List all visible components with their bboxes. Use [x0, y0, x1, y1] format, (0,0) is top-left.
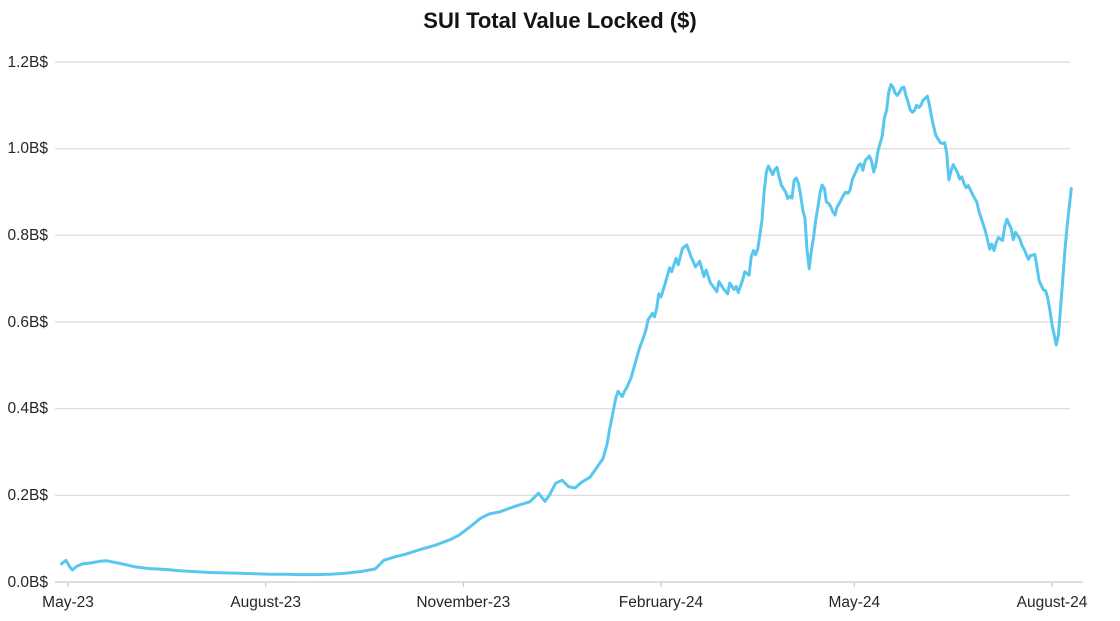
x-axis-label: August-24 — [1016, 594, 1088, 611]
x-axis-label: May-24 — [828, 594, 881, 611]
x-axis-label: February-24 — [618, 594, 704, 611]
x-axis-label: May-23 — [42, 594, 94, 611]
y-axis-label: 0.2B$ — [7, 486, 48, 504]
chart-title: SUI Total Value Locked ($) — [423, 8, 697, 33]
tvl-line-series — [60, 83, 1073, 577]
y-axis-label: 1.0B$ — [7, 140, 48, 158]
y-axis-label: 0.0B$ — [7, 573, 48, 591]
x-axis-label: November-23 — [416, 594, 511, 611]
y-axis-label: 0.8B$ — [7, 226, 48, 244]
y-axis-label: 1.2B$ — [7, 53, 48, 71]
y-axis-label: 0.6B$ — [7, 313, 48, 331]
x-axis-label: August-23 — [230, 594, 301, 611]
y-axis-label: 0.4B$ — [7, 400, 48, 418]
